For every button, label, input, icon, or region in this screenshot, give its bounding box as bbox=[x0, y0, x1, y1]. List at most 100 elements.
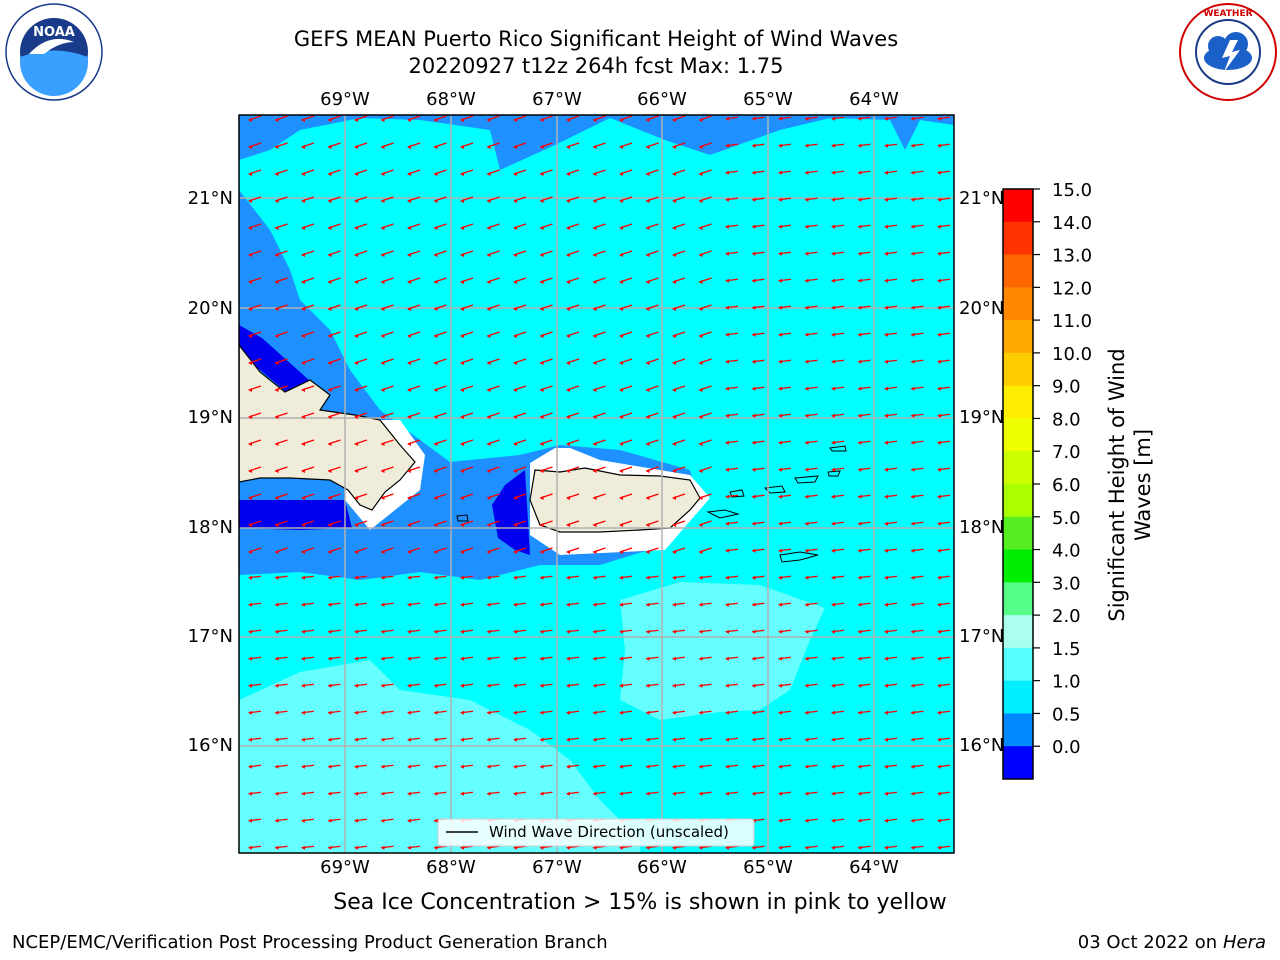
colorbar-tick-label: 14.0 bbox=[1052, 213, 1092, 234]
wind-arrow bbox=[539, 250, 553, 257]
wind-arrow bbox=[592, 737, 606, 742]
wind-arrow bbox=[486, 520, 500, 527]
wind-arrow bbox=[539, 575, 553, 580]
wind-arrow bbox=[380, 791, 394, 796]
wind-arrow bbox=[486, 656, 500, 661]
wind-arrow bbox=[248, 439, 262, 446]
wind-arrow bbox=[831, 413, 845, 418]
wind-arrow bbox=[380, 439, 394, 446]
wind-arrow bbox=[672, 737, 686, 742]
colorbar-swatch bbox=[1003, 352, 1033, 387]
wind-arrow bbox=[248, 223, 262, 230]
wind-arrow bbox=[778, 737, 792, 742]
wind-arrow bbox=[380, 115, 394, 122]
wind-arrow bbox=[248, 277, 262, 284]
wind-arrow bbox=[778, 197, 792, 202]
wind-arrow bbox=[513, 466, 527, 473]
wind-arrow bbox=[354, 737, 368, 742]
wind-arrow bbox=[513, 547, 527, 554]
wind-arrow bbox=[910, 332, 924, 337]
wind-arrow bbox=[566, 358, 580, 365]
wind-arrow bbox=[301, 629, 315, 634]
wind-arrow bbox=[354, 710, 368, 715]
wind-arrow bbox=[857, 629, 871, 634]
wind-arrow bbox=[804, 845, 818, 850]
wind-arrow bbox=[910, 737, 924, 742]
wind-arrow bbox=[910, 602, 924, 607]
wind-arrow bbox=[698, 602, 712, 607]
wind-arrow bbox=[778, 845, 792, 850]
wind-arrow bbox=[592, 196, 606, 203]
svg-text:WEATHER: WEATHER bbox=[1203, 9, 1252, 19]
wind-arrow bbox=[751, 386, 765, 391]
wind-arrow bbox=[407, 818, 421, 823]
wave-height-field bbox=[239, 115, 954, 853]
wind-arrow bbox=[884, 575, 898, 580]
wind-arrow bbox=[804, 575, 818, 580]
wind-arrow bbox=[884, 413, 898, 418]
wind-arrow bbox=[698, 304, 712, 311]
wind-arrow bbox=[725, 413, 739, 418]
wind-arrow bbox=[751, 791, 765, 796]
wind-arrow bbox=[804, 548, 818, 553]
wind-arrow bbox=[354, 818, 368, 823]
wind-arrow bbox=[407, 547, 421, 554]
wind-arrow bbox=[698, 575, 712, 580]
wind-arrow bbox=[725, 575, 739, 580]
wind-arrow bbox=[460, 493, 474, 500]
wind-arrow bbox=[513, 439, 527, 446]
wind-arrow bbox=[354, 683, 368, 688]
wind-arrow bbox=[486, 358, 500, 365]
wind-arrow bbox=[619, 710, 633, 715]
wind-arrow bbox=[884, 548, 898, 553]
wind-arrow bbox=[274, 520, 288, 527]
wind-arrow bbox=[592, 710, 606, 715]
wind-arrow bbox=[645, 331, 659, 338]
wind-arrow bbox=[751, 332, 765, 337]
wind-arrow bbox=[248, 683, 262, 688]
wind-arrow bbox=[566, 331, 580, 338]
wind-arrow bbox=[327, 115, 341, 122]
wind-arrow bbox=[857, 116, 871, 121]
colorbar bbox=[1003, 189, 1033, 780]
wind-arrow bbox=[884, 224, 898, 229]
wind-arrow bbox=[725, 764, 739, 769]
colorbar-tick-label: 13.0 bbox=[1052, 246, 1092, 267]
wind-arrow bbox=[725, 710, 739, 715]
lat-tick-right: 20°N bbox=[959, 298, 1004, 319]
wind-arrow bbox=[513, 142, 527, 149]
wind-arrow bbox=[301, 358, 315, 365]
wind-arrow bbox=[857, 197, 871, 202]
wind-arrow bbox=[301, 683, 315, 688]
wind-arrow bbox=[672, 304, 686, 311]
nws-logo: WEATHER bbox=[1179, 3, 1277, 101]
wind-arrow bbox=[619, 385, 633, 392]
wind-arrow bbox=[857, 305, 871, 310]
wind-arrow bbox=[804, 143, 818, 148]
legend-label: Wind Wave Direction (unscaled) bbox=[489, 823, 729, 841]
wind-arrow bbox=[672, 223, 686, 230]
lat-tick-right: 21°N bbox=[959, 188, 1004, 209]
lon-tick-bottom: 69°W bbox=[320, 857, 370, 878]
wind-arrow bbox=[698, 791, 712, 796]
wind-arrow bbox=[645, 629, 659, 634]
wind-arrow bbox=[301, 169, 315, 176]
wind-arrow bbox=[486, 142, 500, 149]
wind-arrow bbox=[672, 493, 686, 500]
wind-arrow bbox=[566, 277, 580, 284]
wind-arrow bbox=[380, 547, 394, 554]
wind-arrow bbox=[831, 737, 845, 742]
wind-arrow bbox=[804, 710, 818, 715]
wind-arrow bbox=[460, 466, 474, 473]
colorbar-tick-label: 2.0 bbox=[1052, 606, 1081, 627]
wind-arrow bbox=[645, 385, 659, 392]
wind-arrow bbox=[672, 629, 686, 634]
wind-arrow bbox=[274, 304, 288, 311]
wind-arrow bbox=[592, 466, 606, 473]
wind-arrow bbox=[778, 656, 792, 661]
wind-arrow bbox=[407, 358, 421, 365]
wind-arrow bbox=[486, 737, 500, 742]
wind-arrow bbox=[884, 737, 898, 742]
wind-arrow bbox=[698, 169, 712, 176]
wind-arrow bbox=[274, 250, 288, 257]
